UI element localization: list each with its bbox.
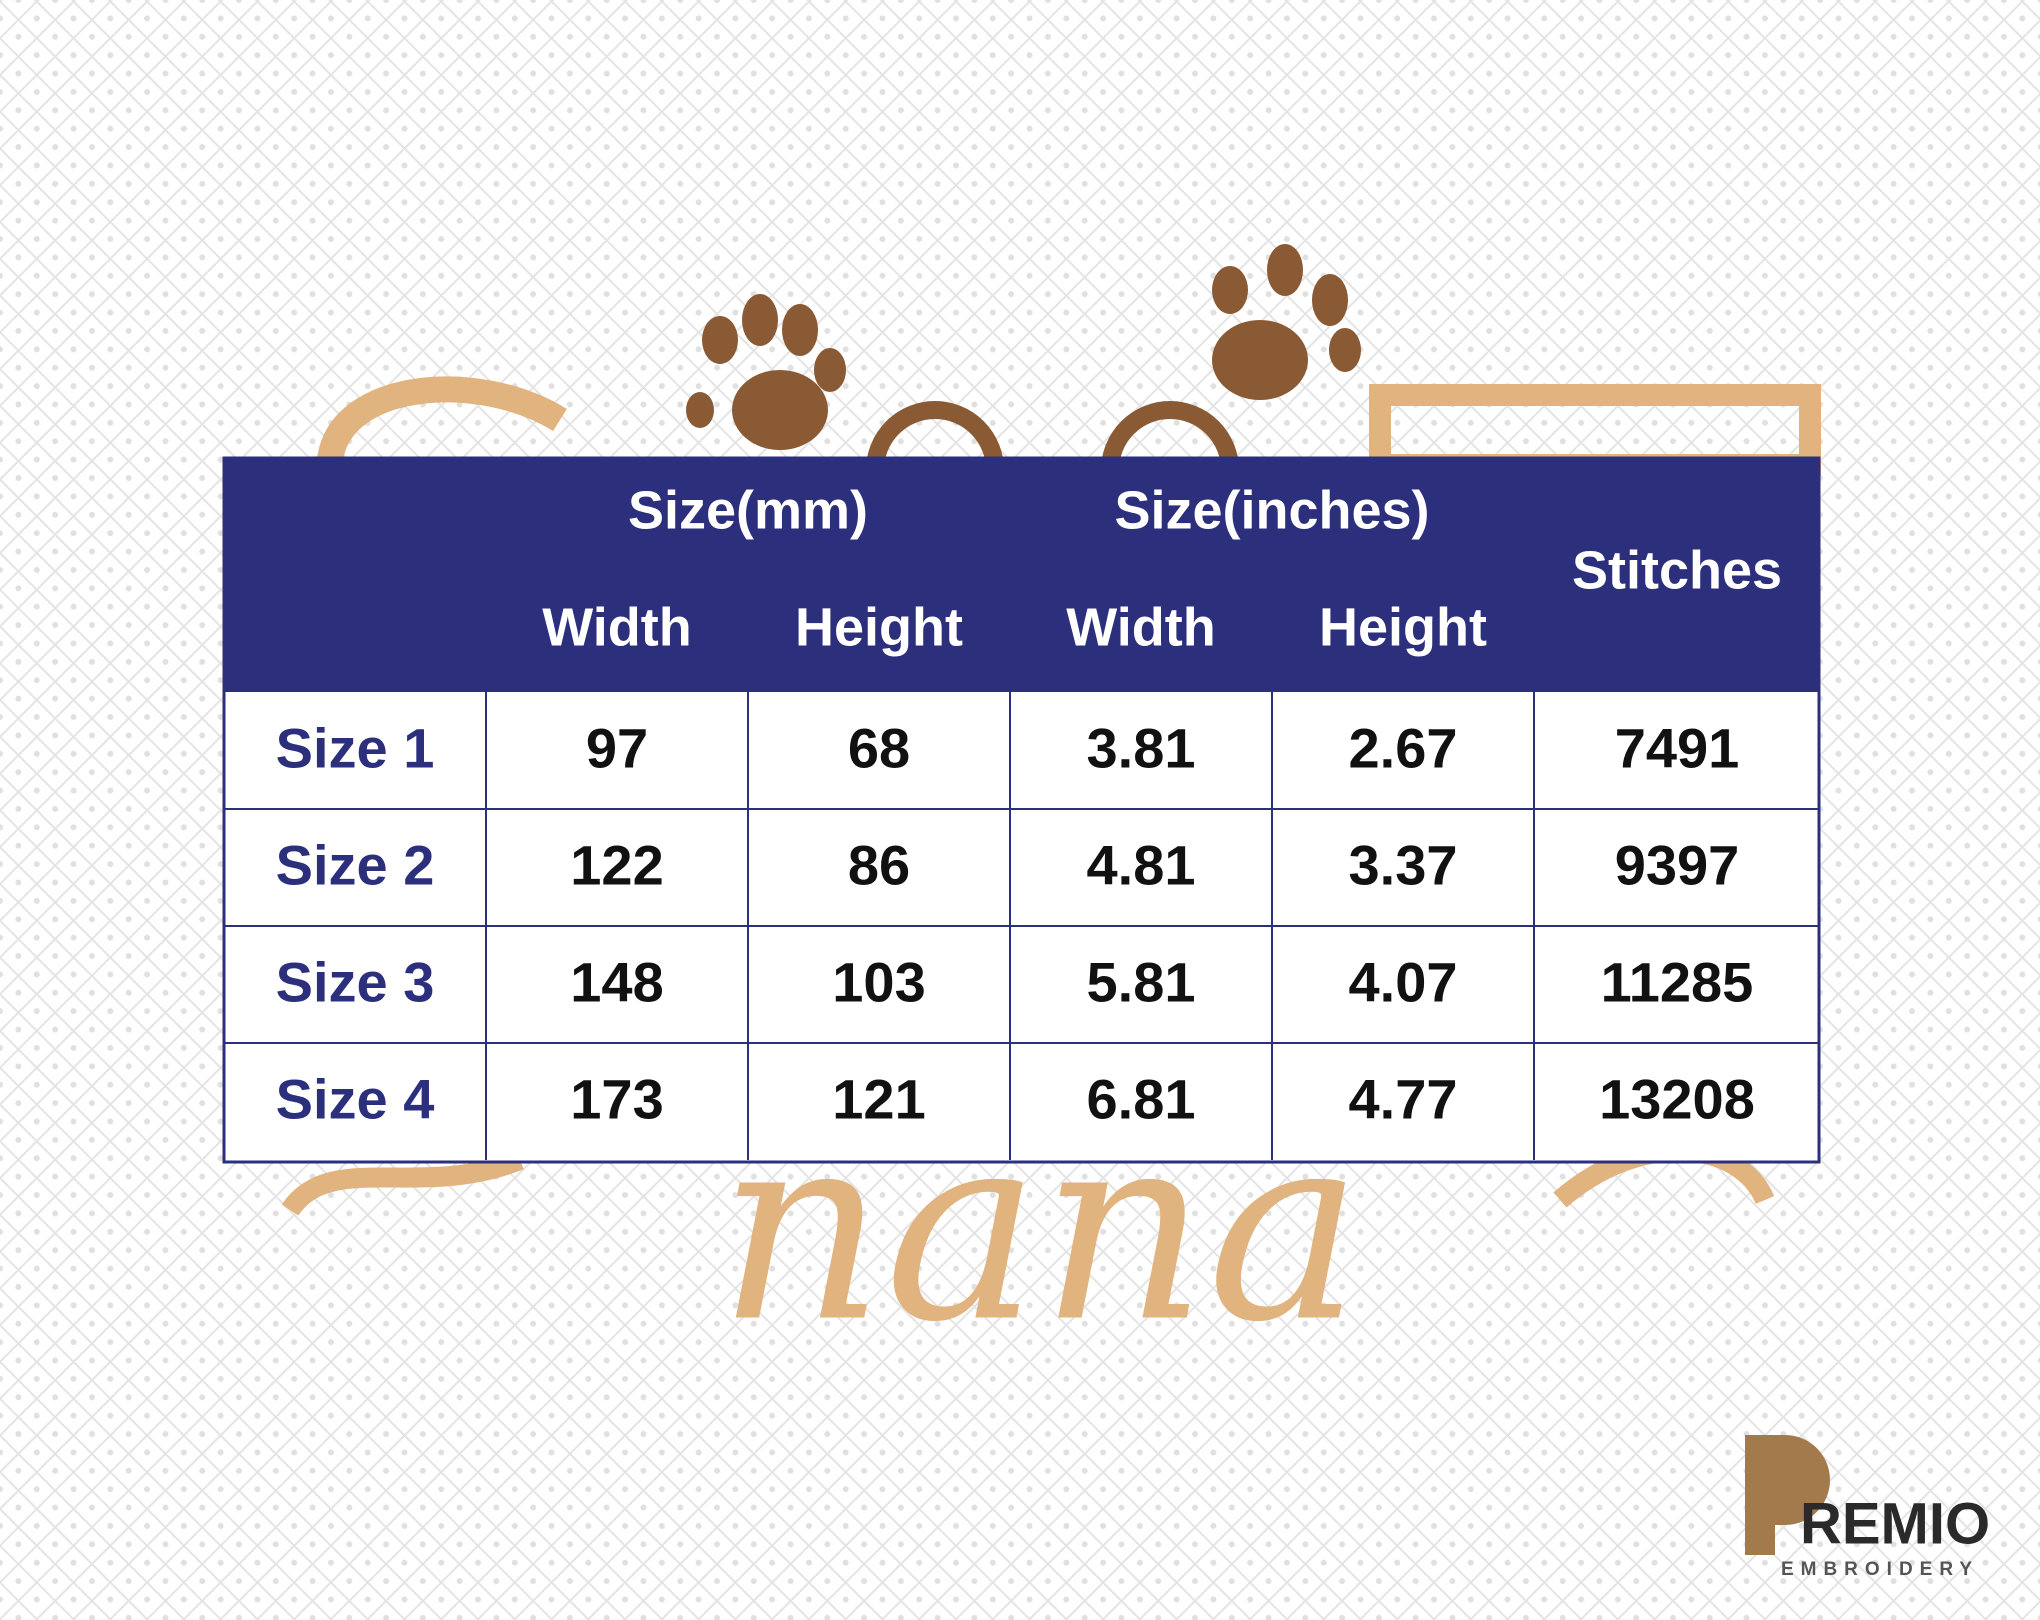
column-header: Height [1319, 597, 1487, 657]
cell: 173 [570, 1067, 663, 1130]
cell: 121 [832, 1067, 925, 1130]
group-header: Size(mm) [628, 480, 868, 540]
cell: 7491 [1615, 716, 1740, 779]
cell: 122 [570, 833, 663, 896]
column-header: Stitches [1572, 540, 1782, 600]
cell: 4.07 [1349, 950, 1458, 1013]
size-table: Size(mm) Size(inches) Width Height Width Heig… [222, 456, 1821, 1164]
cell: 4.81 [1087, 833, 1196, 896]
group-header: Size(inches) [1114, 480, 1429, 540]
logo-name: REMIO [1800, 1491, 1990, 1556]
table-header [224, 458, 1819, 692]
cell: 4.77 [1349, 1067, 1458, 1130]
column-header: Width [542, 597, 691, 657]
row-label: Size 4 [276, 1067, 435, 1130]
column-header: Height [795, 597, 963, 657]
cell: 6.81 [1087, 1067, 1196, 1130]
cell: 148 [570, 950, 663, 1013]
cell: 3.81 [1087, 716, 1196, 779]
cell: 68 [848, 716, 910, 779]
logo-tagline: EMBROIDERY [1781, 1559, 1979, 1580]
cell: 13208 [1599, 1067, 1755, 1130]
row-label: Size 1 [276, 716, 435, 779]
cell: 9397 [1615, 833, 1740, 896]
column-header: Width [1066, 597, 1215, 657]
cell: 2.67 [1349, 716, 1458, 779]
cell: 11285 [1601, 950, 1754, 1013]
cell: 103 [832, 950, 925, 1013]
row-label: Size 2 [276, 833, 435, 896]
row-label: Size 3 [276, 950, 435, 1013]
cell: 5.81 [1087, 950, 1196, 1013]
cell: 86 [848, 833, 910, 896]
logo: REMIO EMBROIDERY [1745, 1435, 1990, 1580]
cell: 97 [586, 716, 648, 779]
cell: 3.37 [1349, 833, 1458, 896]
